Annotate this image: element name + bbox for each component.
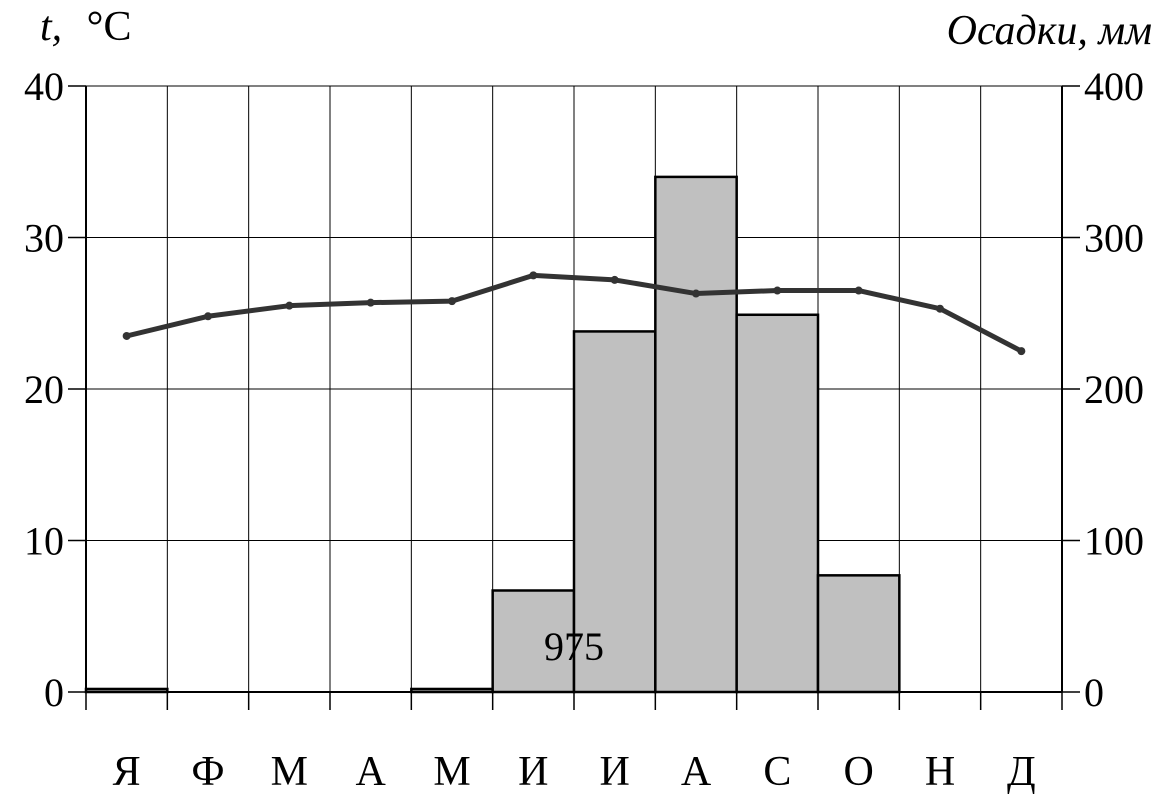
annual-precipitation-total: 975 [544, 624, 604, 669]
temperature-point [285, 301, 294, 310]
month-label: А [355, 749, 386, 795]
month-label: И [518, 749, 548, 795]
right-axis-title: Осадки, мм [947, 8, 1152, 54]
temperature-point [204, 312, 212, 321]
temperature-point [692, 289, 700, 298]
axis-labels: 0 0 10 100 20 200 30 300 40 400 Я Ф М А М И И А С О Н Д [24, 64, 1144, 795]
temperature-line [122, 271, 1026, 356]
tick-label-left: 0 [44, 670, 64, 715]
precipitation-bar [654, 175, 738, 694]
left-axis-title: t, °C [40, 4, 131, 50]
month-label: Ф [191, 749, 224, 795]
month-label: Д [1007, 749, 1036, 795]
axes [68, 85, 1080, 710]
month-label: Я [113, 749, 141, 795]
tick-label-right: 0 [1084, 670, 1104, 715]
month-label: О [843, 749, 873, 795]
month-label: С [763, 749, 791, 795]
tick-label-right: 100 [1084, 519, 1144, 564]
temperature-point [936, 304, 944, 313]
precipitation-bar [816, 574, 901, 694]
tick-label-left: 20 [24, 367, 64, 412]
month-label: А [681, 749, 712, 795]
precipitation-bars [84, 175, 901, 694]
tick-label-right: 200 [1084, 367, 1144, 412]
tick-label-left: 40 [24, 64, 64, 109]
tick-label-left: 10 [24, 519, 64, 564]
temperature-point [366, 298, 375, 307]
month-label: И [599, 749, 629, 795]
precipitation-bar [735, 313, 820, 694]
temperature-point [854, 286, 863, 295]
temperature-point [1017, 347, 1026, 356]
month-label: М [271, 749, 308, 795]
month-label: Н [925, 749, 955, 795]
temperature-point [122, 331, 131, 340]
temperature-point [610, 275, 619, 284]
tick-label-right: 300 [1084, 216, 1144, 261]
temperature-point [529, 271, 538, 280]
temperature-polyline [126, 272, 1023, 354]
tick-label-right: 400 [1084, 64, 1144, 109]
temperature-point [773, 286, 782, 295]
tick-label-left: 30 [24, 216, 64, 261]
temperature-point [448, 297, 456, 306]
precipitation-bar [572, 330, 657, 694]
month-label: М [433, 749, 470, 795]
